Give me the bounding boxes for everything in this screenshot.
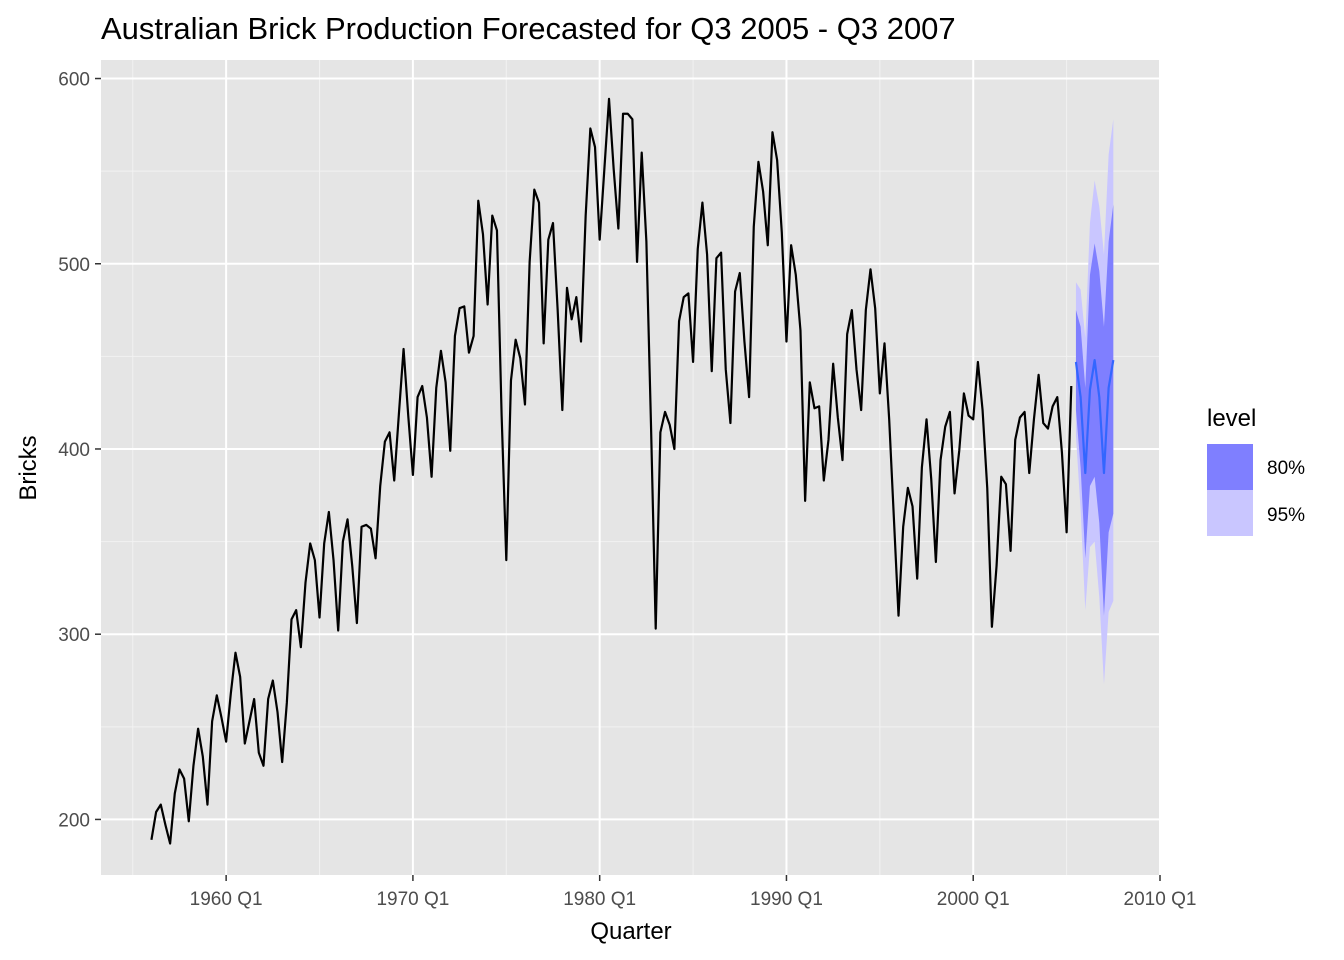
legend-label-80: 80% — [1267, 458, 1305, 479]
y-tick-label: 500 — [58, 255, 90, 276]
x-tick-label: 1970 Q1 — [376, 889, 449, 910]
forecast-intervals — [1075, 119, 1114, 685]
y-tick-label: 600 — [58, 70, 90, 91]
legend-key-95 — [1207, 490, 1253, 536]
x-tick-label: 2000 Q1 — [937, 889, 1010, 910]
plot-panel — [101, 60, 1160, 875]
series-lines — [150, 97, 1115, 845]
y-tick-label: 200 — [58, 810, 90, 831]
y-tick-label: 400 — [58, 440, 90, 461]
history-line — [150, 97, 1073, 845]
x-tick-label: 2010 Q1 — [1124, 889, 1197, 910]
x-tick-label: 1960 Q1 — [190, 889, 263, 910]
x-tick-label: 1990 Q1 — [750, 889, 823, 910]
x-tick-label: 1980 Q1 — [563, 889, 636, 910]
legend-label-95: 95% — [1267, 505, 1305, 526]
y-tick-label: 300 — [58, 625, 90, 646]
legend-key-80 — [1207, 444, 1253, 490]
legend: level 80% 95% — [1207, 405, 1305, 536]
band-80 — [1075, 204, 1114, 616]
minor-gridlines — [101, 60, 1160, 875]
chart-title: Australian Brick Production Forecasted f… — [101, 11, 956, 46]
x-axis: 1960 Q1 1970 Q1 1980 Q1 1990 Q1 2000 Q1 2010 … — [190, 875, 1197, 910]
y-axis-title: Bricks — [15, 435, 42, 500]
forecast-mean-line — [1074, 358, 1115, 475]
legend-title: level — [1207, 405, 1256, 432]
y-axis: 200 300 400 500 600 — [58, 70, 101, 831]
x-axis-title: Quarter — [590, 918, 671, 945]
